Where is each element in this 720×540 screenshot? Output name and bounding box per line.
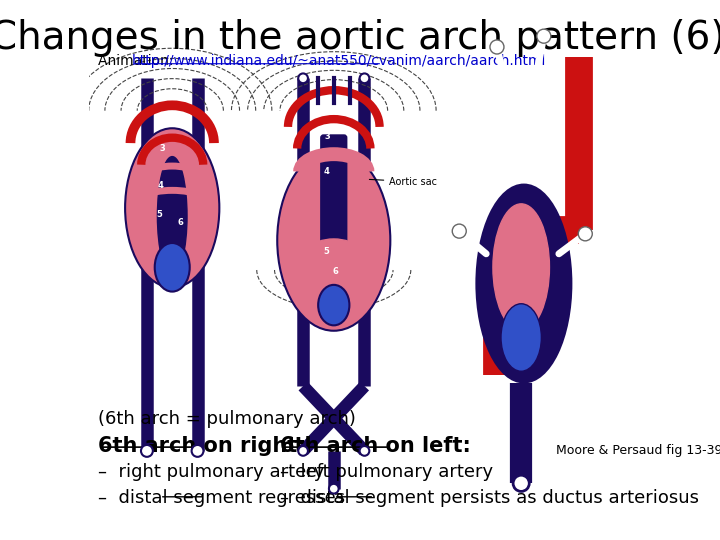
Text: –  left pulmonary artery: – left pulmonary artery <box>280 463 493 481</box>
Text: 3: 3 <box>325 132 330 140</box>
Text: Animation:: Animation: <box>99 54 179 68</box>
Circle shape <box>141 445 153 457</box>
Circle shape <box>578 227 593 241</box>
Text: 6: 6 <box>333 267 338 275</box>
Ellipse shape <box>125 128 220 287</box>
Circle shape <box>298 73 308 83</box>
Ellipse shape <box>501 303 541 372</box>
Text: http://www.indiana.edu/~anat550/cvanim/aarch/aarch.html: http://www.indiana.edu/~anat550/cvanim/a… <box>132 54 546 68</box>
Text: 5: 5 <box>156 210 162 219</box>
Circle shape <box>298 446 308 456</box>
Ellipse shape <box>493 204 549 330</box>
Text: –  right pulmonary artery: – right pulmonary artery <box>99 463 325 481</box>
Ellipse shape <box>292 239 376 312</box>
Circle shape <box>537 29 551 43</box>
Circle shape <box>359 446 369 456</box>
Circle shape <box>329 484 338 494</box>
Text: 6: 6 <box>177 218 183 227</box>
Text: 3: 3 <box>159 144 165 153</box>
Circle shape <box>359 73 369 83</box>
Circle shape <box>452 224 467 238</box>
Text: Changes in the aortic arch pattern (6): Changes in the aortic arch pattern (6) <box>0 19 720 57</box>
FancyBboxPatch shape <box>321 135 347 319</box>
Ellipse shape <box>318 285 349 325</box>
Circle shape <box>513 475 529 491</box>
Text: –  distal segment persists as ductus arteriosus: – distal segment persists as ductus arte… <box>280 489 699 507</box>
Ellipse shape <box>277 150 390 330</box>
Ellipse shape <box>158 157 187 275</box>
Text: Moore & Persaud fig 13-39: Moore & Persaud fig 13-39 <box>556 444 720 457</box>
Ellipse shape <box>155 243 190 292</box>
Text: 4: 4 <box>323 167 329 176</box>
Ellipse shape <box>477 185 571 382</box>
Text: 6th arch on right:: 6th arch on right: <box>99 436 306 456</box>
Circle shape <box>192 445 204 457</box>
Text: 6th arch on left:: 6th arch on left: <box>280 436 471 456</box>
Text: –  distal segment regresses: – distal segment regresses <box>99 489 346 507</box>
Text: 4: 4 <box>158 181 163 190</box>
Text: (6th arch = pulmonary arch): (6th arch = pulmonary arch) <box>99 410 356 428</box>
Text: 5: 5 <box>323 247 329 255</box>
Text: Aortic sac: Aortic sac <box>369 177 437 187</box>
Circle shape <box>490 40 504 54</box>
